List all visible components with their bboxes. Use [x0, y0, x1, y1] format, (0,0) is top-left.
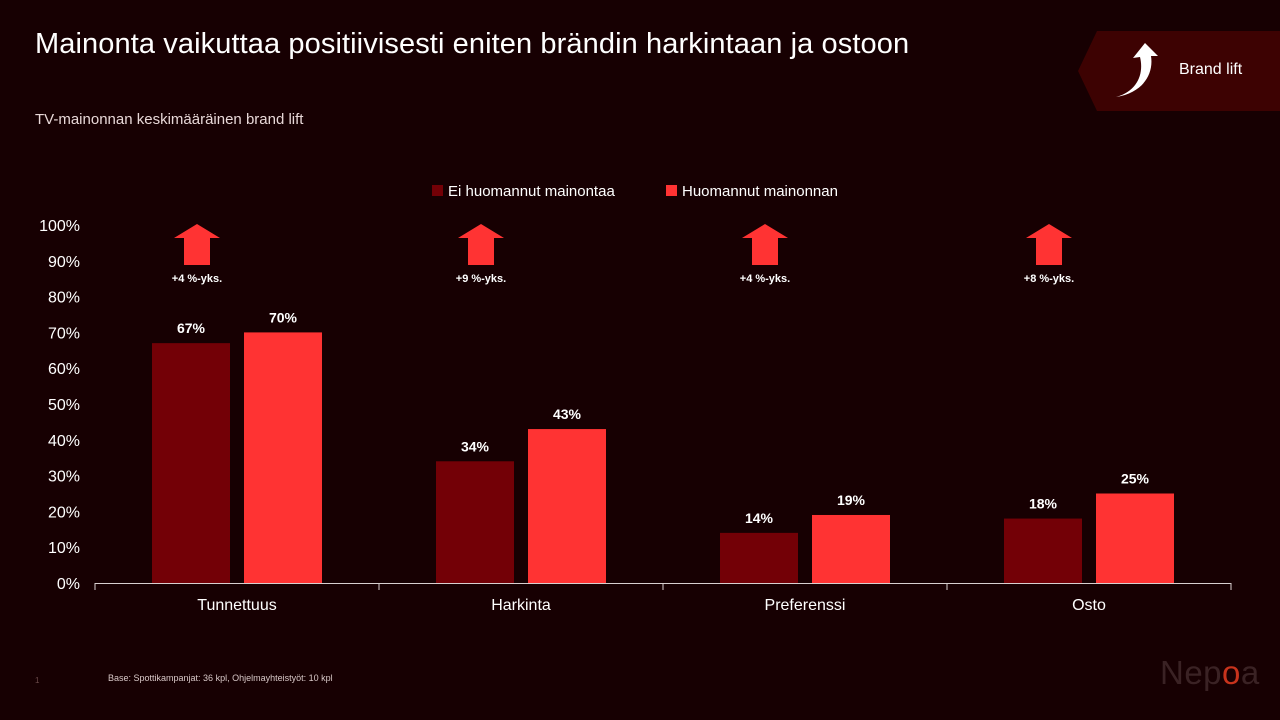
- lift-label: +9 %-yks.: [456, 273, 506, 285]
- x-tick-label: Harkinta: [491, 597, 551, 614]
- y-tick-label: 60%: [48, 361, 80, 378]
- y-tick-label: 0%: [57, 576, 80, 593]
- y-tick-label: 100%: [39, 218, 80, 235]
- y-tick-label: 90%: [48, 254, 80, 271]
- x-tick-label: Osto: [1072, 597, 1106, 614]
- lift-arrow-icon: [458, 224, 504, 265]
- y-tick-label: 30%: [48, 469, 80, 486]
- brand-lift-label: Brand lift: [1179, 61, 1243, 78]
- legend-label: Huomannut mainonnan: [682, 183, 838, 200]
- y-tick-label: 40%: [48, 433, 80, 450]
- lift-arrow-icon: [742, 224, 788, 265]
- curved-up-arrow-icon: [1116, 43, 1158, 97]
- y-tick-label: 50%: [48, 397, 80, 414]
- x-tick-label: Tunnettuus: [197, 597, 276, 614]
- bar: [812, 514, 890, 583]
- badge-background: [1078, 31, 1280, 111]
- x-tick-label: Preferenssi: [765, 597, 846, 614]
- legend-label: Ei huomannut mainontaa: [448, 183, 615, 200]
- bar: [436, 461, 514, 583]
- bar: [1096, 493, 1174, 583]
- bar: [528, 429, 606, 583]
- data-label: 18%: [1029, 496, 1058, 512]
- y-tick-label: 80%: [48, 290, 80, 307]
- data-label: 25%: [1121, 471, 1150, 487]
- legend-swatch: [666, 185, 677, 196]
- data-label: 19%: [837, 492, 866, 508]
- legend-swatch: [432, 185, 443, 196]
- chart-subtitle: TV-mainonnan keskimääräinen brand lift: [35, 111, 304, 128]
- data-label: 43%: [553, 406, 582, 422]
- bar: [152, 343, 230, 583]
- lift-label: +8 %-yks.: [1024, 273, 1074, 285]
- page-number: 1: [35, 676, 40, 685]
- nepa-logo: Nepoa: [1160, 654, 1260, 691]
- data-label: 14%: [745, 510, 774, 526]
- lift-label: +4 %-yks.: [172, 273, 222, 285]
- data-label: 34%: [461, 438, 490, 454]
- data-label: 70%: [269, 309, 298, 325]
- bar: [244, 332, 322, 583]
- lift-arrow-icon: [174, 224, 220, 265]
- y-tick-label: 20%: [48, 504, 80, 521]
- lift-arrow-icon: [1026, 224, 1072, 265]
- footnote: Base: Spottikampanjat: 36 kpl, Ohjelmayh…: [108, 673, 333, 683]
- bar: [1004, 518, 1082, 583]
- y-tick-label: 10%: [48, 540, 80, 557]
- y-tick-label: 70%: [48, 325, 80, 342]
- page-title: Mainonta vaikuttaa positiivisesti eniten…: [35, 28, 910, 60]
- bar: [720, 532, 798, 583]
- data-label: 67%: [177, 320, 206, 336]
- lift-label: +4 %-yks.: [740, 273, 790, 285]
- brand-lift-badge: Brand lift: [1078, 31, 1280, 111]
